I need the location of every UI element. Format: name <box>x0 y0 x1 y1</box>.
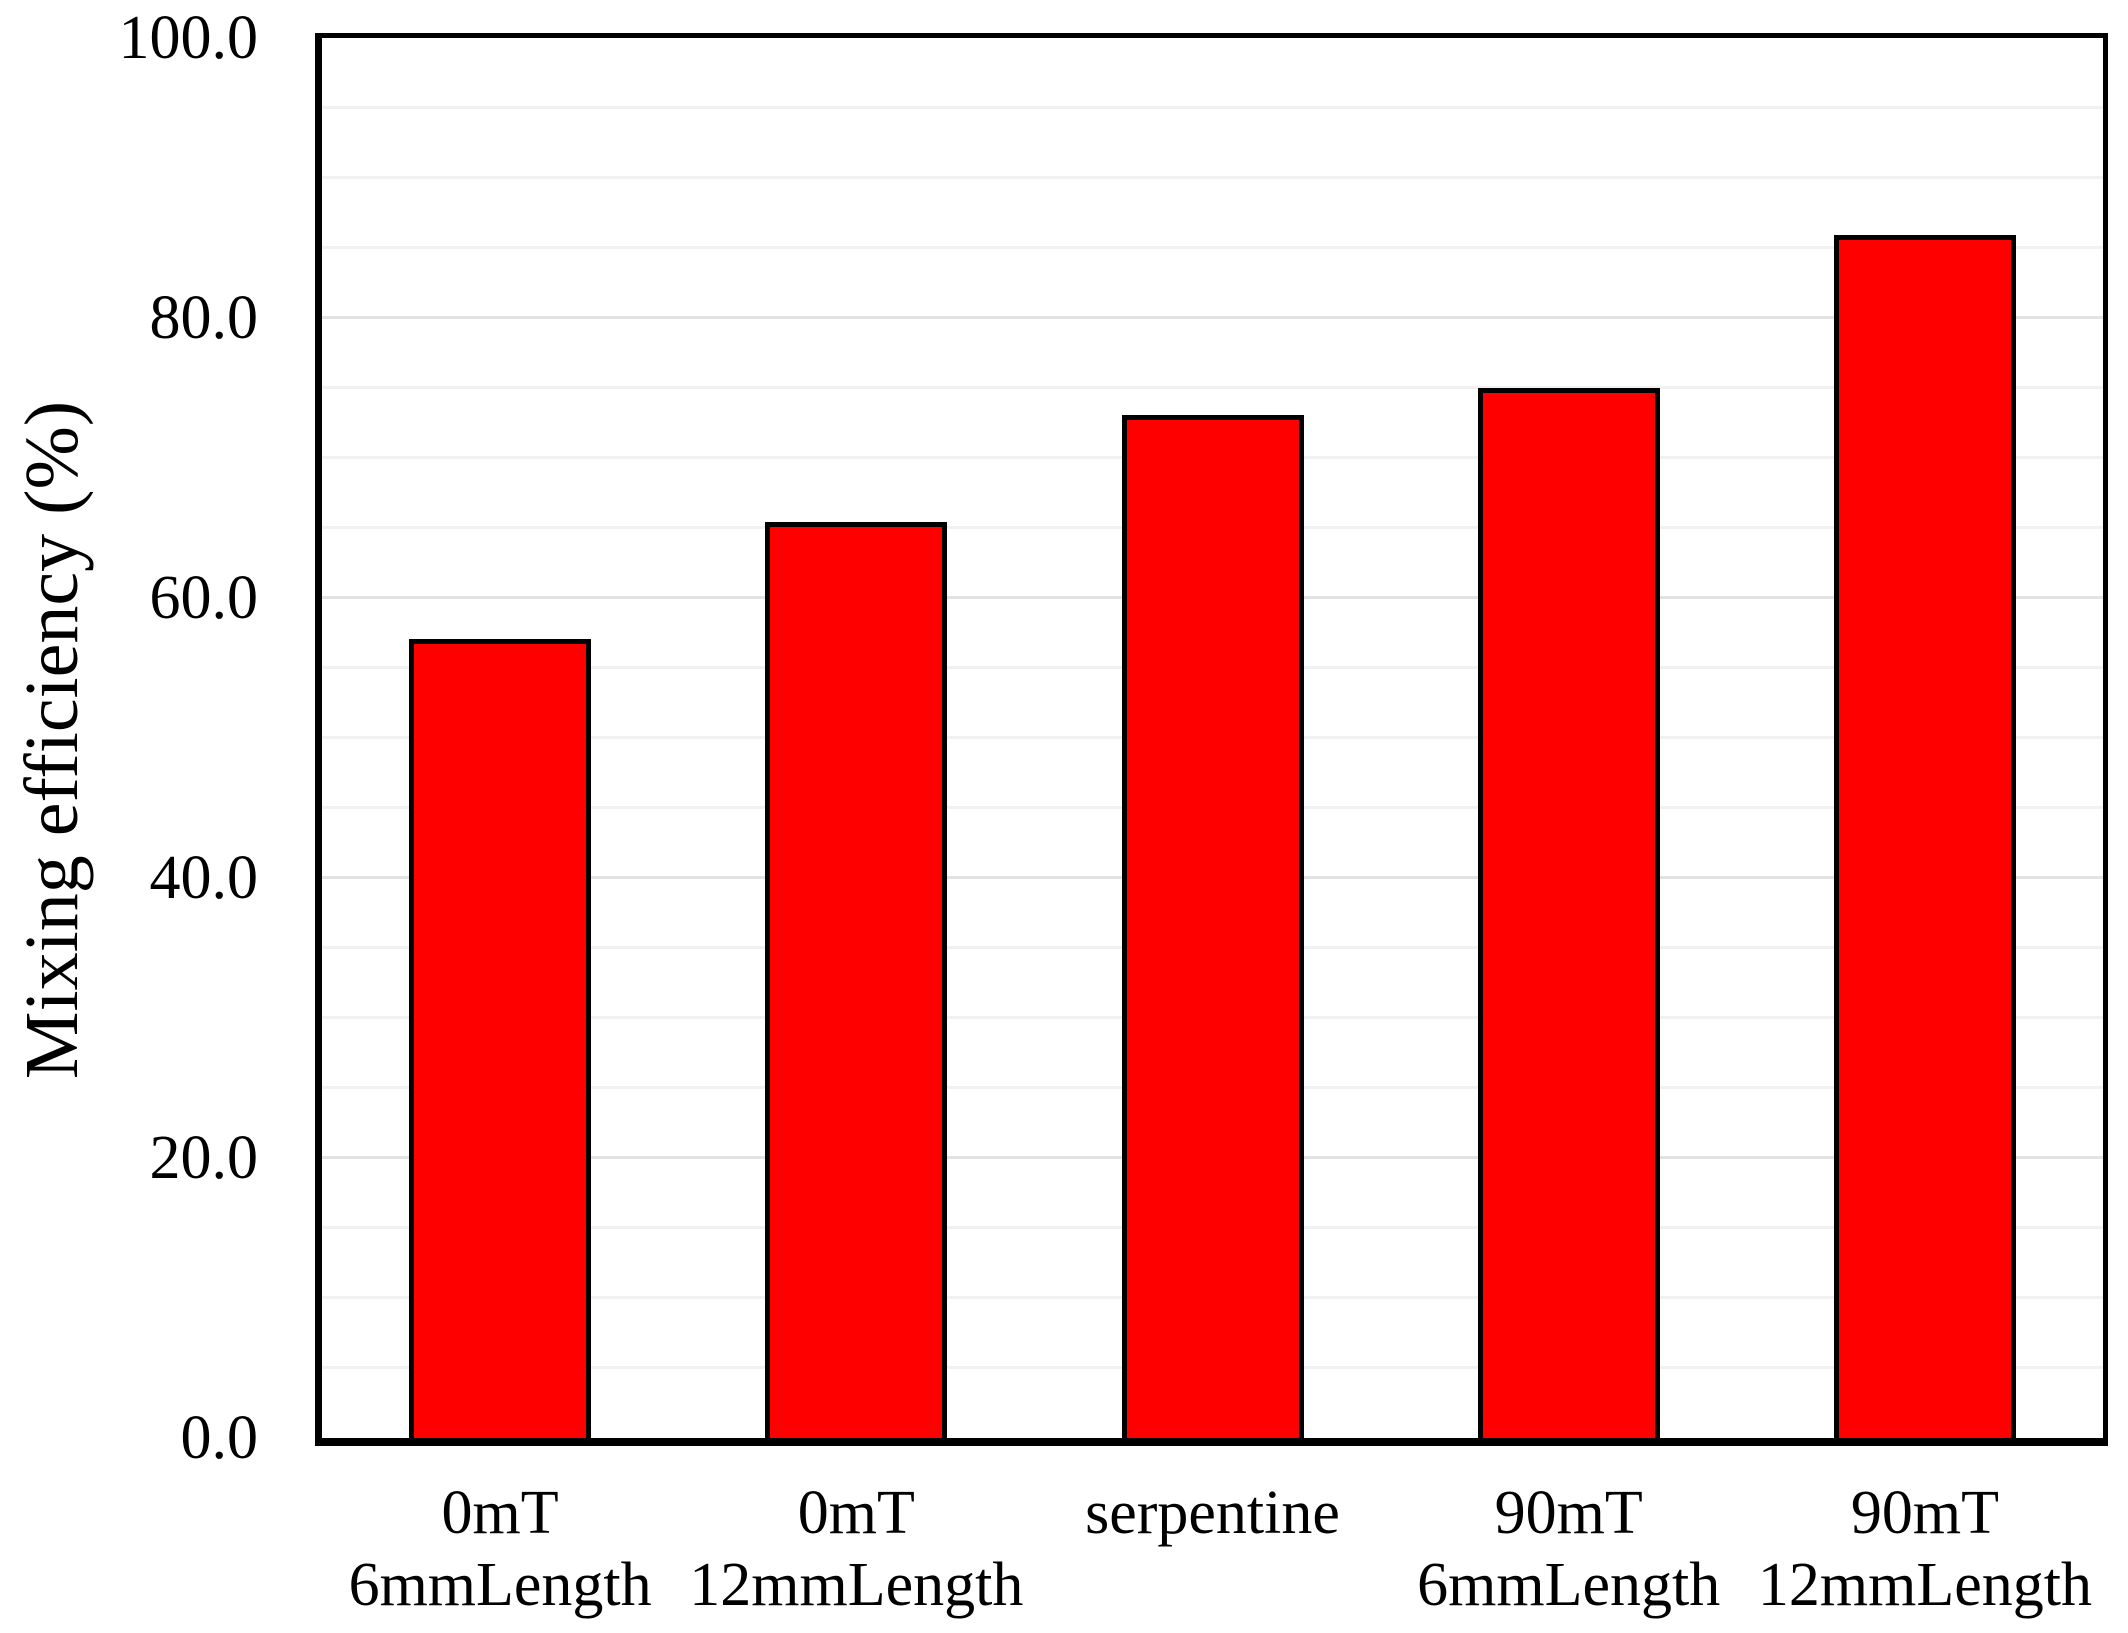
x-category-line2: 6mmLength <box>348 1551 652 1619</box>
x-category-line1: 0mT <box>797 1479 915 1547</box>
bar-90mt-12mmlength <box>1833 235 2016 1438</box>
x-category-label-0mt: 0mT 6mmLength <box>322 1477 678 1621</box>
x-category-line2: 6mmLength <box>1417 1551 1721 1619</box>
plot-inner <box>322 38 2103 1438</box>
y-tick-label-80.0: 80.0 <box>149 284 259 352</box>
gridline-85 <box>322 246 2103 249</box>
y-tick-label-20.0: 20.0 <box>149 1124 259 1192</box>
x-category-label-90mt: 90mT 12mmLength <box>1747 1477 2103 1621</box>
gridline-90 <box>322 176 2103 179</box>
x-category-line1: 90mT <box>1850 1479 1999 1547</box>
bar-0mt-6mmlength <box>409 638 592 1438</box>
bar-0mt-12mmlength <box>765 522 948 1438</box>
x-category-line2: 12mmLength <box>689 1551 1024 1619</box>
x-category-line1: 90mT <box>1494 1479 1643 1547</box>
x-category-label-90mt: 90mT 6mmLength <box>1391 1477 1747 1621</box>
gridline-75 <box>322 386 2103 389</box>
y-tick-label-0.0: 0.0 <box>180 1404 259 1472</box>
y-tick-label-100.0: 100.0 <box>118 4 259 72</box>
gridline-95 <box>322 106 2103 109</box>
y-tick-label-60.0: 60.0 <box>149 564 259 632</box>
x-category-line1: serpentine <box>1085 1479 1340 1547</box>
y-tick-label-40.0: 40.0 <box>149 844 259 912</box>
bar-serpentine <box>1121 414 1304 1438</box>
gridline-80 <box>322 316 2103 319</box>
x-category-line2: 12mmLength <box>1757 1551 2092 1619</box>
x-category-label-0mt: 0mT 12mmLength <box>678 1477 1034 1621</box>
x-category-line1: 0mT <box>441 1479 559 1547</box>
x-axis-labels: 0mT 6mmLength 0mT 12mmLength serpentine 90mT 6… <box>322 1477 2103 1621</box>
bar-90mt-6mmlength <box>1477 388 1660 1438</box>
plot-area <box>315 33 2108 1446</box>
x-category-label-serpentine: serpentine <box>1034 1477 1390 1621</box>
